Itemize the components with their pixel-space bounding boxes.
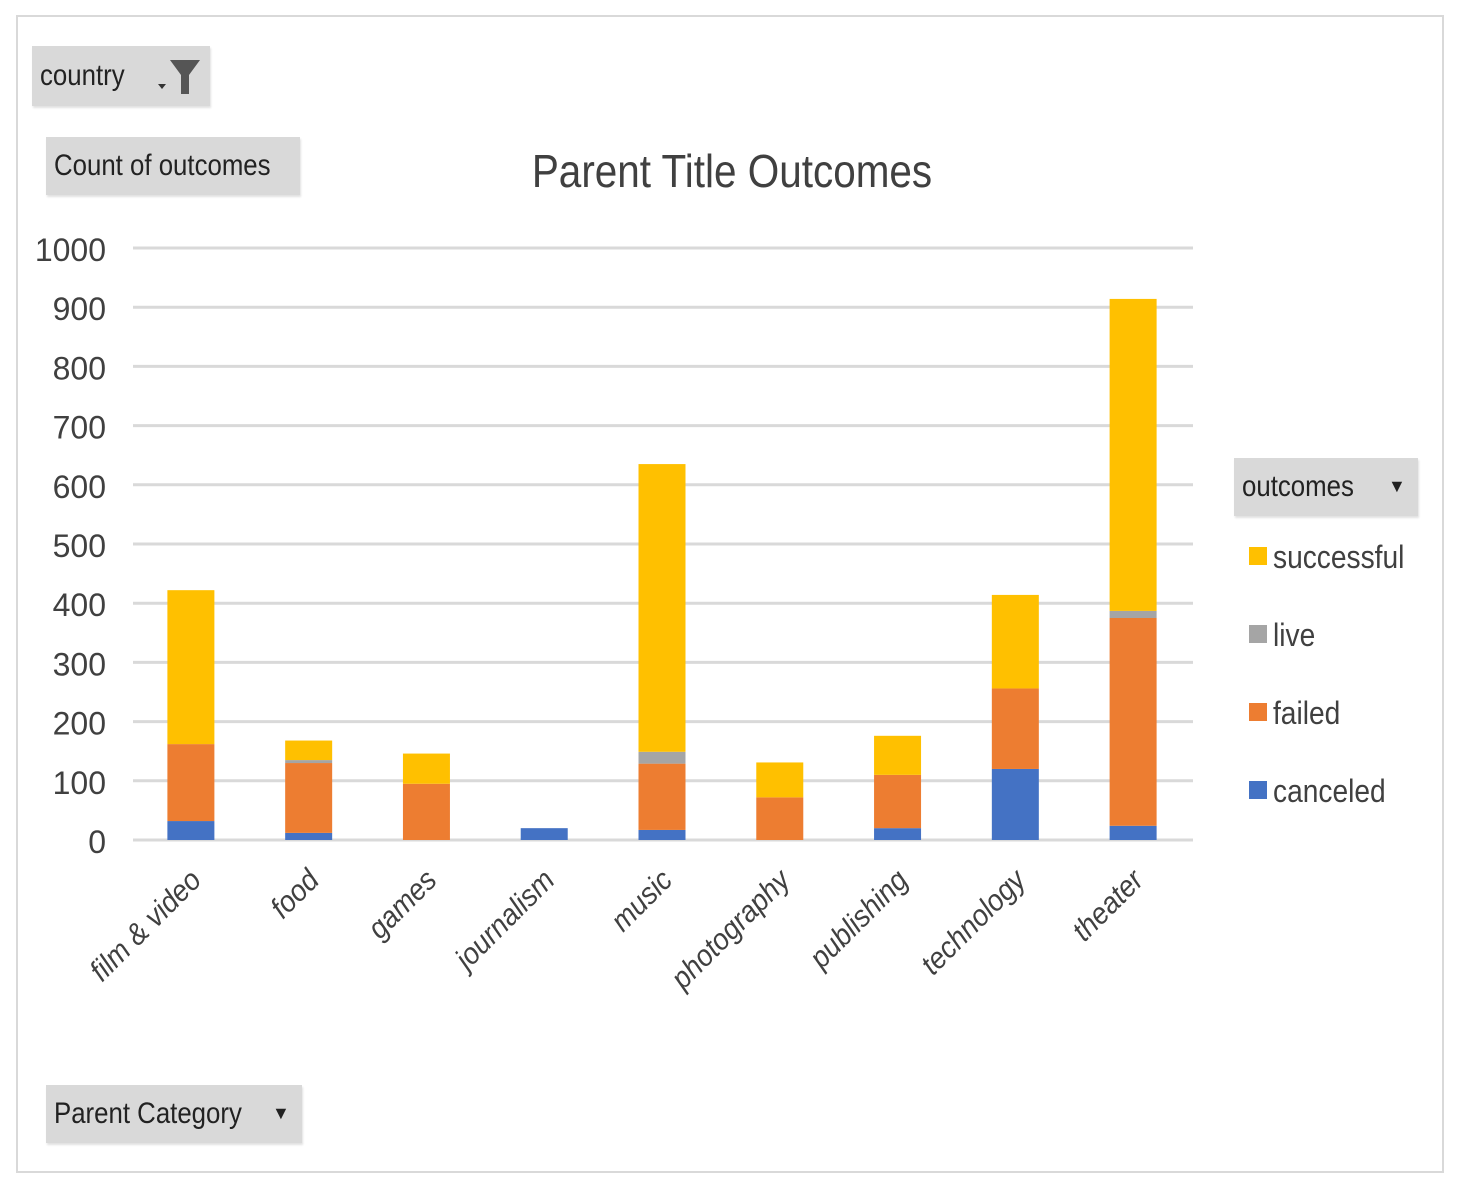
y-tick-label: 600 — [53, 469, 106, 505]
bar-segment-live — [638, 751, 686, 764]
legend-label: live — [1273, 618, 1315, 653]
values-field-label: Count of outcomes — [54, 149, 271, 182]
y-tick-label: 200 — [53, 706, 106, 742]
legend: successful live failed canceled — [1249, 540, 1404, 809]
y-tick-label: 300 — [53, 646, 106, 682]
bar-segment-canceled — [991, 768, 1039, 840]
y-tick-label: 700 — [53, 410, 106, 446]
bar-segment-successful — [756, 762, 804, 798]
x-tick-label: journalism — [446, 864, 561, 979]
axis-field-label: Parent Category — [54, 1097, 242, 1130]
bar-segment-failed — [638, 763, 686, 830]
dropdown-arrow-icon: ▼ — [1388, 476, 1406, 496]
bar-segment-failed — [874, 774, 922, 829]
x-tick-label: music — [605, 863, 680, 938]
legend-swatch — [1249, 703, 1267, 721]
bar-segment-successful — [874, 735, 922, 775]
chart-frame — [16, 15, 1444, 1173]
filter-icon — [154, 58, 204, 104]
legend-label: failed — [1273, 696, 1340, 731]
bar-segment-canceled — [1109, 825, 1157, 840]
x-tick-label: publishing — [803, 864, 915, 976]
bar-segment-canceled — [520, 828, 568, 840]
legend-label: canceled — [1273, 774, 1386, 809]
bar-segment-canceled — [874, 828, 922, 840]
bar-segment-failed — [756, 797, 804, 840]
x-axis-tick-labels: film & video food games journalism musicphot… — [84, 863, 1152, 997]
legend-swatch — [1249, 781, 1267, 799]
bar-segment-live — [1109, 610, 1157, 618]
x-tick-label: film & video — [84, 864, 208, 988]
bars — [167, 298, 1157, 840]
legend-field-button[interactable]: outcomes ▼ — [1234, 458, 1418, 516]
y-tick-label: 400 — [53, 587, 106, 623]
y-tick-label: 500 — [53, 528, 106, 564]
y-tick-label: 100 — [53, 765, 106, 801]
bar-segment-successful — [991, 594, 1039, 689]
y-axis-tick-labels: 0 100 200 300 400 500 600 700 800 900 1000 — [35, 232, 106, 860]
bar-segment-failed — [991, 688, 1039, 769]
bar-segment-failed — [285, 763, 333, 833]
bar-segment-successful — [167, 590, 215, 745]
legend-label: successful — [1273, 540, 1404, 575]
x-tick-label: food — [264, 863, 326, 925]
legend-item-successful: successful — [1249, 540, 1404, 575]
axis-field-button[interactable]: Parent Category ▼ — [46, 1085, 302, 1143]
bar-segment-successful — [402, 753, 450, 784]
y-tick-label: 0 — [88, 824, 106, 860]
dropdown-arrow-icon: ▼ — [272, 1103, 290, 1123]
bar-segment-successful — [285, 740, 333, 761]
country-filter-button[interactable]: country — [32, 46, 210, 106]
bar-segment-failed — [1109, 618, 1157, 826]
bar-segment-canceled — [285, 832, 333, 840]
bar-segment-canceled — [638, 829, 686, 840]
y-tick-label: 1000 — [35, 232, 106, 268]
bar-segment-successful — [1109, 298, 1157, 611]
legend-item-live: live — [1249, 618, 1315, 653]
y-tick-label: 900 — [53, 291, 106, 327]
bar-segment-failed — [402, 783, 450, 840]
y-tick-label: 800 — [53, 350, 106, 386]
bar-segment-canceled — [167, 821, 215, 840]
bar-segment-failed — [167, 744, 215, 822]
legend-item-canceled: canceled — [1249, 774, 1386, 809]
x-tick-label: technology — [915, 863, 1034, 982]
x-tick-label: photography — [664, 863, 798, 997]
bar-segment-successful — [638, 464, 686, 752]
x-tick-label: games — [361, 864, 443, 946]
legend-item-failed: failed — [1249, 696, 1340, 731]
country-filter-label: country — [40, 59, 125, 92]
chart-title: Parent Title Outcomes — [532, 147, 932, 198]
x-tick-label: theater — [1066, 863, 1151, 948]
legend-swatch — [1249, 625, 1267, 643]
values-field-button[interactable]: Count of outcomes — [46, 137, 300, 195]
bar-segment-live — [285, 760, 333, 764]
legend-field-label: outcomes — [1242, 470, 1354, 503]
legend-swatch — [1249, 547, 1267, 565]
